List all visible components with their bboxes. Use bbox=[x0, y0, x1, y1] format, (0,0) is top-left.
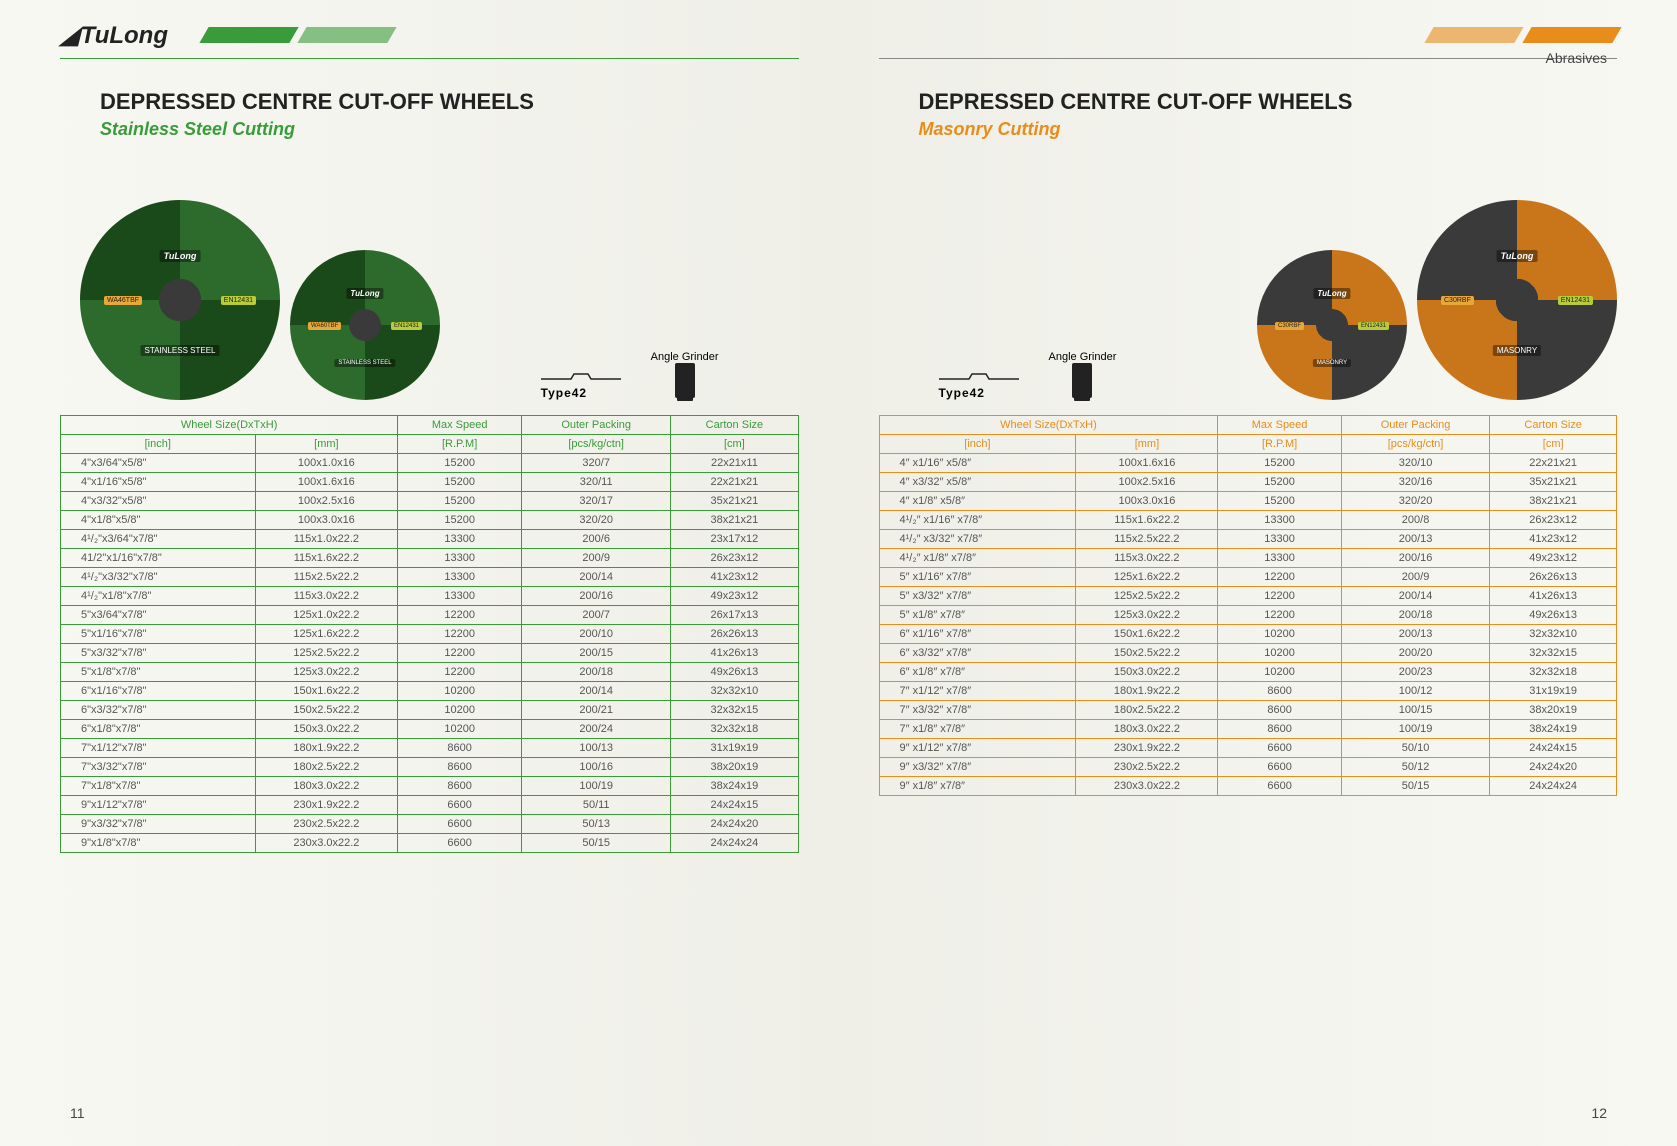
table-row: 6″ x1/16″ x7/8″150x1.6x22.210200200/1332… bbox=[879, 625, 1617, 644]
table-row: 4″ x3/32″ x5/8″100x2.5x1615200320/1635x2… bbox=[879, 473, 1617, 492]
tab-accent-orange-2 bbox=[1522, 27, 1621, 43]
header-left: TuLong bbox=[60, 20, 799, 50]
page-right: Abrasives DEPRESSED CENTRE CUT-OFF WHEEL… bbox=[839, 0, 1677, 1146]
table-row: 5"x3/64"x7/8"125x1.0x22.212200200/726x17… bbox=[61, 606, 799, 625]
table-row: 7"x3/32"x7/8"180x2.5x22.28600100/1638x20… bbox=[61, 758, 799, 777]
col-outer-packing: Outer Packing bbox=[522, 416, 671, 435]
col-max-speed: Max Speed bbox=[398, 416, 522, 435]
table-row: 5″ x3/32″ x7/8″125x2.5x22.212200200/1441… bbox=[879, 587, 1617, 606]
table-row: 6″ x1/8″ x7/8″150x3.0x22.210200200/2332x… bbox=[879, 663, 1617, 682]
page-number-left: 11 bbox=[70, 1105, 85, 1121]
table-row: 4¹/₂"x1/8"x7/8"115x3.0x22.213300200/1649… bbox=[61, 587, 799, 606]
tab-accent-green bbox=[199, 27, 298, 43]
page-left: TuLong DEPRESSED CENTRE CUT-OFF WHEELS S… bbox=[0, 0, 839, 1146]
table-row: 4"x3/32"x5/8"100x2.5x1615200320/1735x21x… bbox=[61, 492, 799, 511]
table-row: 7″ x3/32″ x7/8″180x2.5x22.28600100/1538x… bbox=[879, 701, 1617, 720]
table-row: 5"x3/32"x7/8"125x2.5x22.212200200/1541x2… bbox=[61, 644, 799, 663]
brand-logo: TuLong bbox=[60, 21, 168, 50]
table-row: 4"x1/8"x5/8"100x3.0x1615200320/2038x21x2… bbox=[61, 511, 799, 530]
table-row: 9″ x1/12″ x7/8″230x1.9x22.2660050/1024x2… bbox=[879, 739, 1617, 758]
spec-table-right: Wheel Size(DxTxH) Max Speed Outer Packin… bbox=[879, 415, 1618, 796]
table-row: 4¹/₂″ x3/32″ x7/8″115x2.5x22.213300200/1… bbox=[879, 530, 1617, 549]
table-row: 4¹/₂″ x1/16″ x7/8″115x1.6x22.213300200/8… bbox=[879, 511, 1617, 530]
spec-table-left: Wheel Size(DxTxH) Max Speed Outer Packin… bbox=[60, 415, 799, 853]
table-row: 4″ x1/8″ x5/8″100x3.0x1615200320/2038x21… bbox=[879, 492, 1617, 511]
table-row: 7"x1/12"x7/8"180x1.9x22.28600100/1331x19… bbox=[61, 739, 799, 758]
table-row: 7″ x1/12″ x7/8″180x1.9x22.28600100/1231x… bbox=[879, 682, 1617, 701]
type42-badge: Type42 bbox=[939, 366, 1019, 400]
table-row: 41/2"x1/16"x7/8"115x1.6x22.213300200/926… bbox=[61, 549, 799, 568]
table-row: 9"x3/32"x7/8"230x2.5x22.2660050/1324x24x… bbox=[61, 815, 799, 834]
tab-accent-green-2 bbox=[297, 27, 396, 43]
table-row: 4¹/₂"x3/32"x7/8"115x2.5x22.213300200/144… bbox=[61, 568, 799, 587]
table-row: 9″ x3/32″ x7/8″230x2.5x22.2660050/1224x2… bbox=[879, 758, 1617, 777]
col-wheel-size: Wheel Size(DxTxH) bbox=[61, 416, 398, 435]
page-title-left: DEPRESSED CENTRE CUT-OFF WHEELS bbox=[100, 89, 799, 115]
table-row: 4"x1/16"x5/8"100x1.6x1615200320/1122x21x… bbox=[61, 473, 799, 492]
angle-grinder-icon: Angle Grinder bbox=[1049, 351, 1117, 400]
product-disc-large: TuLong WA46TBF EN12431 STAINLESS STEEL bbox=[80, 200, 280, 400]
table-row: 6″ x3/32″ x7/8″150x2.5x22.210200200/2032… bbox=[879, 644, 1617, 663]
page-title-right: DEPRESSED CENTRE CUT-OFF WHEELS bbox=[919, 89, 1618, 115]
table-row: 6"x1/8"x7/8"150x3.0x22.210200200/2432x32… bbox=[61, 720, 799, 739]
table-row: 7"x1/8"x7/8"180x3.0x22.28600100/1938x24x… bbox=[61, 777, 799, 796]
page-number-right: 12 bbox=[1591, 1105, 1607, 1121]
product-visuals-left: TuLong WA46TBF EN12431 STAINLESS STEEL T… bbox=[80, 170, 799, 400]
table-row: 5″ x1/16″ x7/8″125x1.6x22.212200200/926x… bbox=[879, 568, 1617, 587]
product-disc-large: TuLong C30RBF EN12431 MASONRY bbox=[1417, 200, 1617, 400]
header-right bbox=[879, 20, 1618, 50]
type-grinder-row: Type42 Angle Grinder bbox=[541, 351, 719, 400]
page-subtitle-left: Stainless Steel Cutting bbox=[100, 119, 799, 140]
tab-accent-orange bbox=[1424, 27, 1523, 43]
page-subtitle-right: Masonry Cutting bbox=[919, 119, 1618, 140]
divider bbox=[60, 58, 799, 59]
table-row: 5″ x1/8″ x7/8″125x3.0x22.212200200/1849x… bbox=[879, 606, 1617, 625]
table-row: 7″ x1/8″ x7/8″180x3.0x22.28600100/1938x2… bbox=[879, 720, 1617, 739]
angle-grinder-icon: Angle Grinder bbox=[651, 351, 719, 400]
table-row: 6"x1/16"x7/8"150x1.6x22.210200200/1432x3… bbox=[61, 682, 799, 701]
table-row: 4¹/₂"x3/64"x7/8"115x1.0x22.213300200/623… bbox=[61, 530, 799, 549]
table-row: 4"x3/64"x5/8"100x1.0x1615200320/722x21x1… bbox=[61, 454, 799, 473]
type-grinder-row: Type42 Angle Grinder bbox=[939, 351, 1117, 400]
table-row: 5"x1/8"x7/8"125x3.0x22.212200200/1849x26… bbox=[61, 663, 799, 682]
table-row: 4″ x1/16″ x5/8″100x1.6x1615200320/1022x2… bbox=[879, 454, 1617, 473]
divider bbox=[879, 58, 1618, 59]
col-carton-size: Carton Size bbox=[671, 416, 798, 435]
table-row: 9″ x1/8″ x7/8″230x3.0x22.2660050/1524x24… bbox=[879, 777, 1617, 796]
category-label: Abrasives bbox=[1546, 50, 1607, 66]
product-disc-small: TuLong WA60TBF EN12431 STAINLESS STEEL bbox=[290, 250, 440, 400]
table-row: 9"x1/12"x7/8"230x1.9x22.2660050/1124x24x… bbox=[61, 796, 799, 815]
table-row: 6"x3/32"x7/8"150x2.5x22.210200200/2132x3… bbox=[61, 701, 799, 720]
table-row: 9"x1/8"x7/8"230x3.0x22.2660050/1524x24x2… bbox=[61, 834, 799, 853]
type42-badge: Type42 bbox=[541, 366, 621, 400]
table-row: 4¹/₂″ x1/8″ x7/8″115x3.0x22.213300200/16… bbox=[879, 549, 1617, 568]
product-disc-small: TuLong C30RBF EN12431 MASONRY bbox=[1257, 250, 1407, 400]
table-row: 5"x1/16"x7/8"125x1.6x22.212200200/1026x2… bbox=[61, 625, 799, 644]
product-visuals-right: Type42 Angle Grinder TuLong C30RBF EN124… bbox=[899, 170, 1618, 400]
